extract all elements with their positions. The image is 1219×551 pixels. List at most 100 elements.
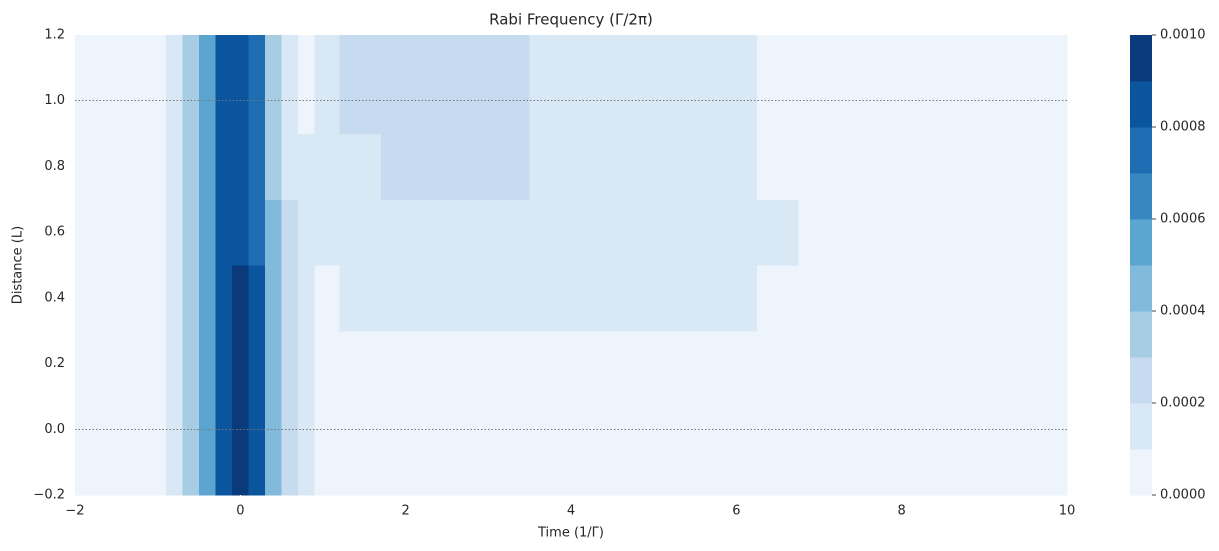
contour-cell — [265, 462, 283, 496]
colorbar-segment — [1130, 81, 1152, 128]
contour-cell — [339, 265, 382, 332]
contour-cell — [75, 35, 117, 69]
contour-cell — [265, 265, 283, 332]
contour-cell — [984, 462, 1068, 496]
contour-cell — [860, 462, 985, 496]
contour-cell — [612, 265, 696, 332]
contour-cell — [215, 133, 233, 200]
y-tick-label: 0.6 — [44, 225, 65, 240]
contour-cell — [298, 330, 316, 398]
contour-cell — [529, 67, 613, 135]
contour-cell — [984, 330, 1068, 398]
contour-cell — [199, 265, 217, 332]
contour-cell — [248, 133, 266, 200]
contour-cell — [215, 67, 233, 135]
contour-cell — [215, 265, 233, 332]
contour-cell — [757, 133, 799, 200]
contour-cell — [182, 462, 200, 496]
contour-cell — [165, 199, 184, 266]
y-tick-label: 0.0 — [44, 422, 65, 437]
contour-cell — [116, 133, 167, 200]
colorbar-segment — [1130, 311, 1152, 358]
contour-cell — [298, 265, 316, 332]
colorbar-segment — [1130, 127, 1152, 174]
contour-cell — [984, 67, 1068, 135]
contour-cell — [314, 199, 341, 266]
contour-cell — [695, 462, 758, 496]
contour-cell — [265, 396, 283, 463]
colorbar-tick-label: 0.0002 — [1160, 396, 1206, 411]
contour-cell — [695, 330, 758, 398]
contour-cell — [281, 396, 299, 463]
contour-cell — [798, 133, 861, 200]
contour-cell — [199, 330, 217, 398]
contour-cell — [447, 199, 531, 266]
contour-cell — [380, 35, 448, 69]
colorbar-tick-label: 0.0008 — [1160, 120, 1206, 135]
y-tick-label: 0.8 — [44, 159, 65, 174]
contour-cell — [182, 330, 200, 398]
contour-cell — [447, 35, 531, 69]
contour-cell — [798, 199, 861, 266]
contour-cell — [232, 462, 250, 496]
contour-cell — [447, 265, 531, 332]
contour-cell — [380, 265, 448, 332]
chart-title: Rabi Frequency (Γ/2π) — [489, 11, 653, 29]
contour-cell — [298, 133, 316, 200]
contour-cell — [860, 133, 985, 200]
contour-cell — [281, 67, 299, 135]
contour-cell — [860, 265, 985, 332]
y-tick-label: 1.0 — [44, 93, 65, 108]
x-tick-label: 0 — [236, 504, 244, 519]
contour-cell — [199, 133, 217, 200]
contour-cell — [75, 199, 117, 266]
colorbar-segment — [1130, 449, 1152, 496]
x-tick-label: 8 — [898, 504, 906, 519]
contour-cell — [695, 199, 758, 266]
x-tick-label: 2 — [402, 504, 410, 519]
contour-cell — [75, 462, 117, 496]
contour-cell — [281, 462, 299, 496]
contour-cell — [232, 199, 250, 266]
contour-cell — [298, 35, 316, 69]
contour-cell — [447, 133, 531, 200]
contour-cell — [984, 265, 1068, 332]
contour-cell — [232, 133, 250, 200]
contour-cell — [984, 35, 1068, 69]
contour-cell — [798, 35, 861, 69]
contour-cell — [298, 462, 316, 496]
colorbar-tick-label: 0.0004 — [1160, 304, 1206, 319]
contour-cell — [215, 199, 233, 266]
contour-cell — [199, 199, 217, 266]
contour-cell — [529, 462, 613, 496]
contour-cell — [182, 265, 200, 332]
contour-cell — [314, 330, 341, 398]
contour-cell — [281, 265, 299, 332]
contour-cell — [339, 330, 382, 398]
contour-cell — [695, 133, 758, 200]
contour-cell — [339, 35, 382, 69]
contour-cell — [182, 133, 200, 200]
contour-cell — [215, 462, 233, 496]
contour-cell — [529, 199, 613, 266]
contour-cell — [265, 330, 283, 398]
contour-cell — [529, 265, 613, 332]
contour-cell — [757, 396, 799, 463]
contour-cell — [612, 462, 696, 496]
contour-cell — [215, 396, 233, 463]
contour-cell — [380, 330, 448, 398]
contour-cell — [529, 396, 613, 463]
contour-cell — [165, 330, 184, 398]
contour-cell — [75, 396, 117, 463]
contour-cell — [314, 35, 341, 69]
contour-cell — [339, 133, 382, 200]
contour-cell — [757, 199, 799, 266]
contour-cell — [447, 462, 531, 496]
x-axis-label: Time (1/Γ) — [537, 526, 604, 541]
contour-cell — [182, 35, 200, 69]
contour-cell — [612, 35, 696, 69]
contour-cell — [798, 67, 861, 135]
contour-cell — [215, 35, 233, 69]
